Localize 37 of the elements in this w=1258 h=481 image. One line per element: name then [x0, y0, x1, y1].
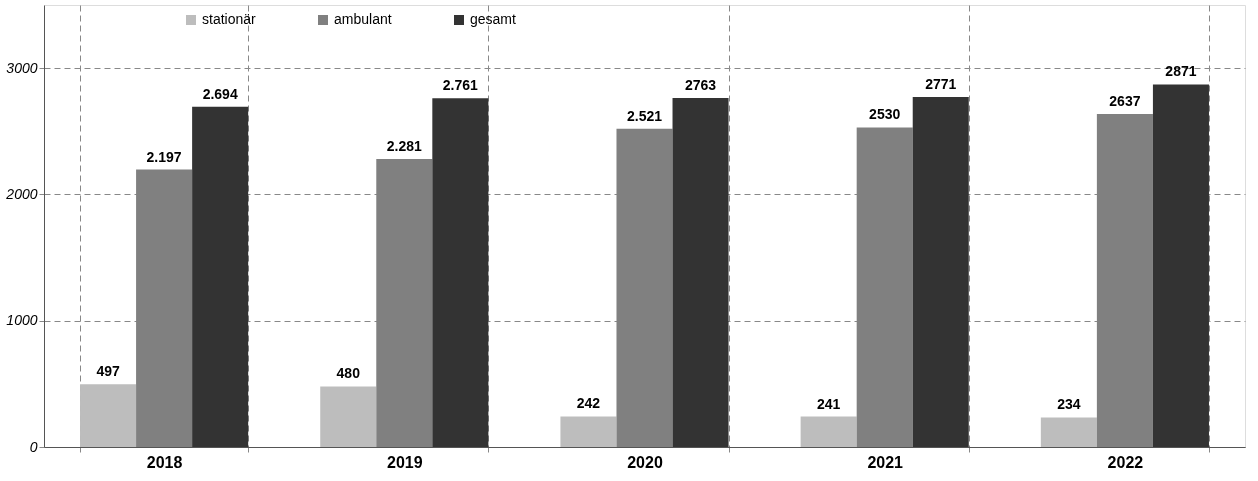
- bar: [432, 98, 489, 447]
- data-label: 242: [576, 395, 601, 412]
- bar: [1152, 84, 1209, 447]
- data-label: 2.197: [146, 148, 182, 165]
- bar: [80, 384, 137, 447]
- bar: [800, 416, 857, 447]
- bar: [560, 416, 617, 447]
- x-tick-label: 2022: [1107, 453, 1144, 471]
- bar: [1040, 417, 1097, 447]
- bar: [672, 98, 729, 447]
- data-label: 2763: [684, 77, 717, 94]
- x-tick-label: 2019: [387, 453, 423, 471]
- bar: [912, 97, 969, 447]
- data-label: 2771: [925, 76, 957, 93]
- y-tick-label: 0: [29, 438, 38, 455]
- y-tick-label: 2000: [5, 185, 38, 202]
- data-label: 2.521: [626, 107, 663, 124]
- y-tick-label: 3000: [6, 59, 38, 76]
- legend-label: stationär: [202, 11, 257, 27]
- bar: [192, 106, 249, 447]
- y-tick-label: 1000: [6, 312, 38, 329]
- data-label: 2530: [869, 106, 901, 123]
- data-label: 480: [336, 365, 361, 382]
- legend-label: gesamt: [470, 11, 517, 27]
- data-label: 2637: [1109, 92, 1141, 109]
- data-label: 241: [816, 395, 841, 412]
- x-tick-label: 2021: [867, 453, 904, 471]
- x-tick-label: 2018: [146, 453, 183, 471]
- data-label: 2.694: [202, 85, 238, 102]
- data-label: 2.761: [442, 77, 479, 94]
- legend-label: ambulant: [334, 11, 392, 27]
- data-label: 2.281: [386, 137, 423, 154]
- x-tick-label: 2020: [627, 453, 663, 471]
- data-label: 497: [96, 363, 120, 380]
- data-label: 234: [1057, 396, 1081, 413]
- bar: [320, 386, 377, 447]
- data-label: 2871: [1165, 63, 1197, 80]
